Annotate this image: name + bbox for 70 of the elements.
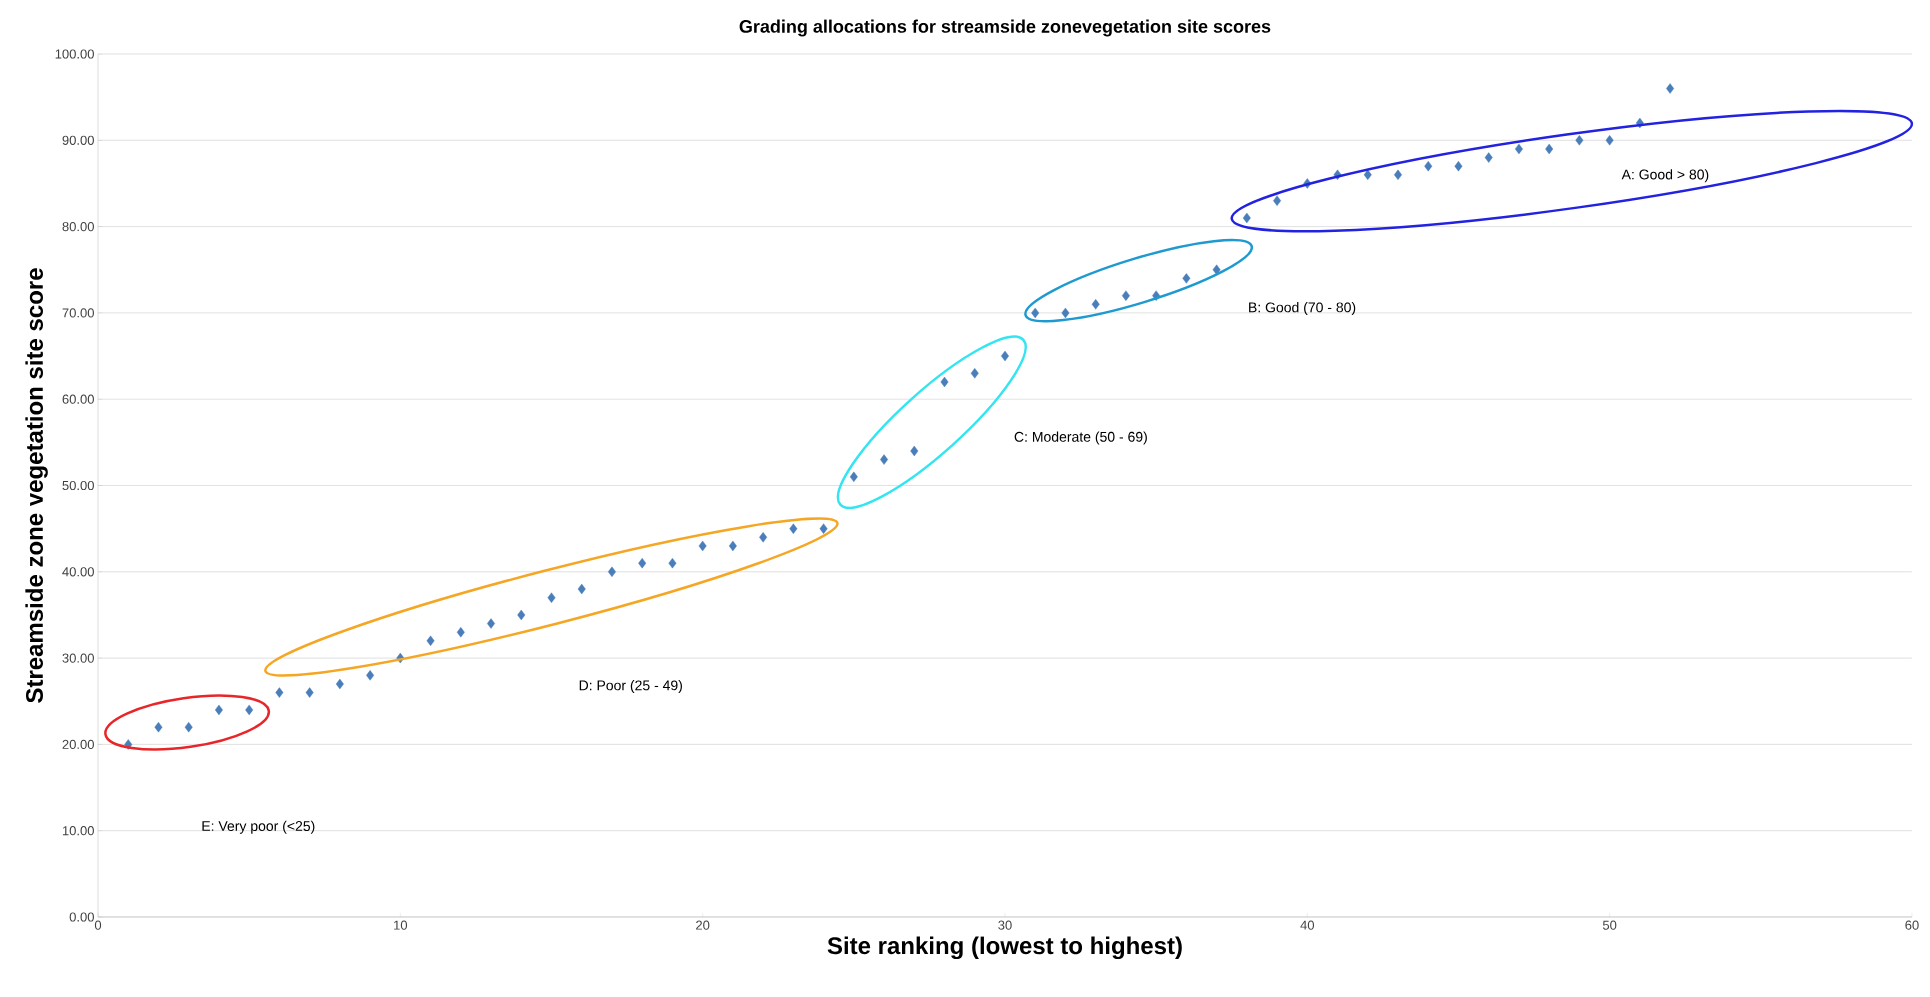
point (1242, 212, 1251, 224)
y-tick-label: 60.00 (62, 394, 94, 404)
point (1182, 273, 1191, 284)
y-tick-label: 70.00 (62, 308, 94, 318)
point (154, 721, 163, 733)
point (1424, 160, 1433, 172)
point (245, 704, 254, 716)
point (970, 368, 979, 379)
x-tick-label: 60 (1905, 920, 1919, 930)
point (1605, 135, 1614, 146)
annotation: A: Good > 80) (1621, 169, 1709, 183)
y-tick-label: 50.00 (62, 480, 94, 491)
point (1454, 160, 1463, 172)
point (849, 471, 858, 483)
point (456, 627, 465, 638)
point (1545, 143, 1554, 155)
y-axis-title: Streamside zone vegetation site score (25, 268, 48, 703)
point (668, 557, 677, 569)
y-tick-label: 30.00 (62, 653, 94, 663)
point (1091, 299, 1100, 310)
point (487, 618, 495, 629)
x-axis-title: Site ranking (lowest to highest) (827, 936, 1182, 960)
point (819, 523, 828, 534)
y-tick-label: 100.00 (55, 49, 94, 59)
point (940, 376, 949, 388)
point (638, 557, 647, 569)
point (366, 670, 375, 681)
point (1575, 135, 1584, 146)
point (1273, 195, 1282, 206)
x-tick-label: 40 (1300, 920, 1315, 930)
y-tick-label: 20.00 (62, 739, 94, 749)
y-tick-label: 0.00 (69, 912, 94, 922)
y-tick-label: 80.00 (62, 221, 94, 232)
point (698, 540, 707, 552)
point (1484, 152, 1493, 163)
point (335, 678, 344, 690)
point (1514, 143, 1523, 155)
point (547, 592, 556, 603)
x-tick-label: 30 (998, 920, 1012, 930)
point (1121, 290, 1130, 301)
point (880, 454, 888, 465)
x-tick-label: 10 (394, 920, 408, 930)
point (426, 635, 435, 647)
chart-title: Grading allocations for streamside zonevegetation site scores (739, 19, 1271, 37)
y-tick-label: 90.00 (62, 135, 94, 145)
y-tick-label: 10.00 (62, 826, 94, 836)
x-tick-label: 50 (1602, 920, 1617, 930)
annotation: E: Very poor (<25) (202, 820, 315, 834)
point (608, 566, 616, 577)
point (305, 687, 314, 698)
point (517, 609, 526, 621)
y-tick-label: 40.00 (62, 567, 94, 577)
point (789, 523, 798, 534)
x-tick-label: 20 (696, 920, 710, 930)
point (910, 445, 919, 457)
annotation: C: Moderate (50 - 69) (1014, 431, 1147, 445)
point (1363, 169, 1372, 181)
x-tick-label: 0 (94, 920, 102, 930)
point (184, 721, 193, 733)
point (214, 704, 223, 716)
point (728, 540, 737, 552)
point (1031, 307, 1040, 319)
annotation: B: Good (70 - 80) (1249, 302, 1356, 316)
point (577, 583, 586, 595)
point (275, 687, 284, 698)
point (1212, 264, 1221, 275)
point (759, 532, 768, 543)
point (1061, 307, 1070, 319)
annotation: D: Poor (25 - 49) (579, 680, 682, 694)
point (1666, 83, 1675, 94)
